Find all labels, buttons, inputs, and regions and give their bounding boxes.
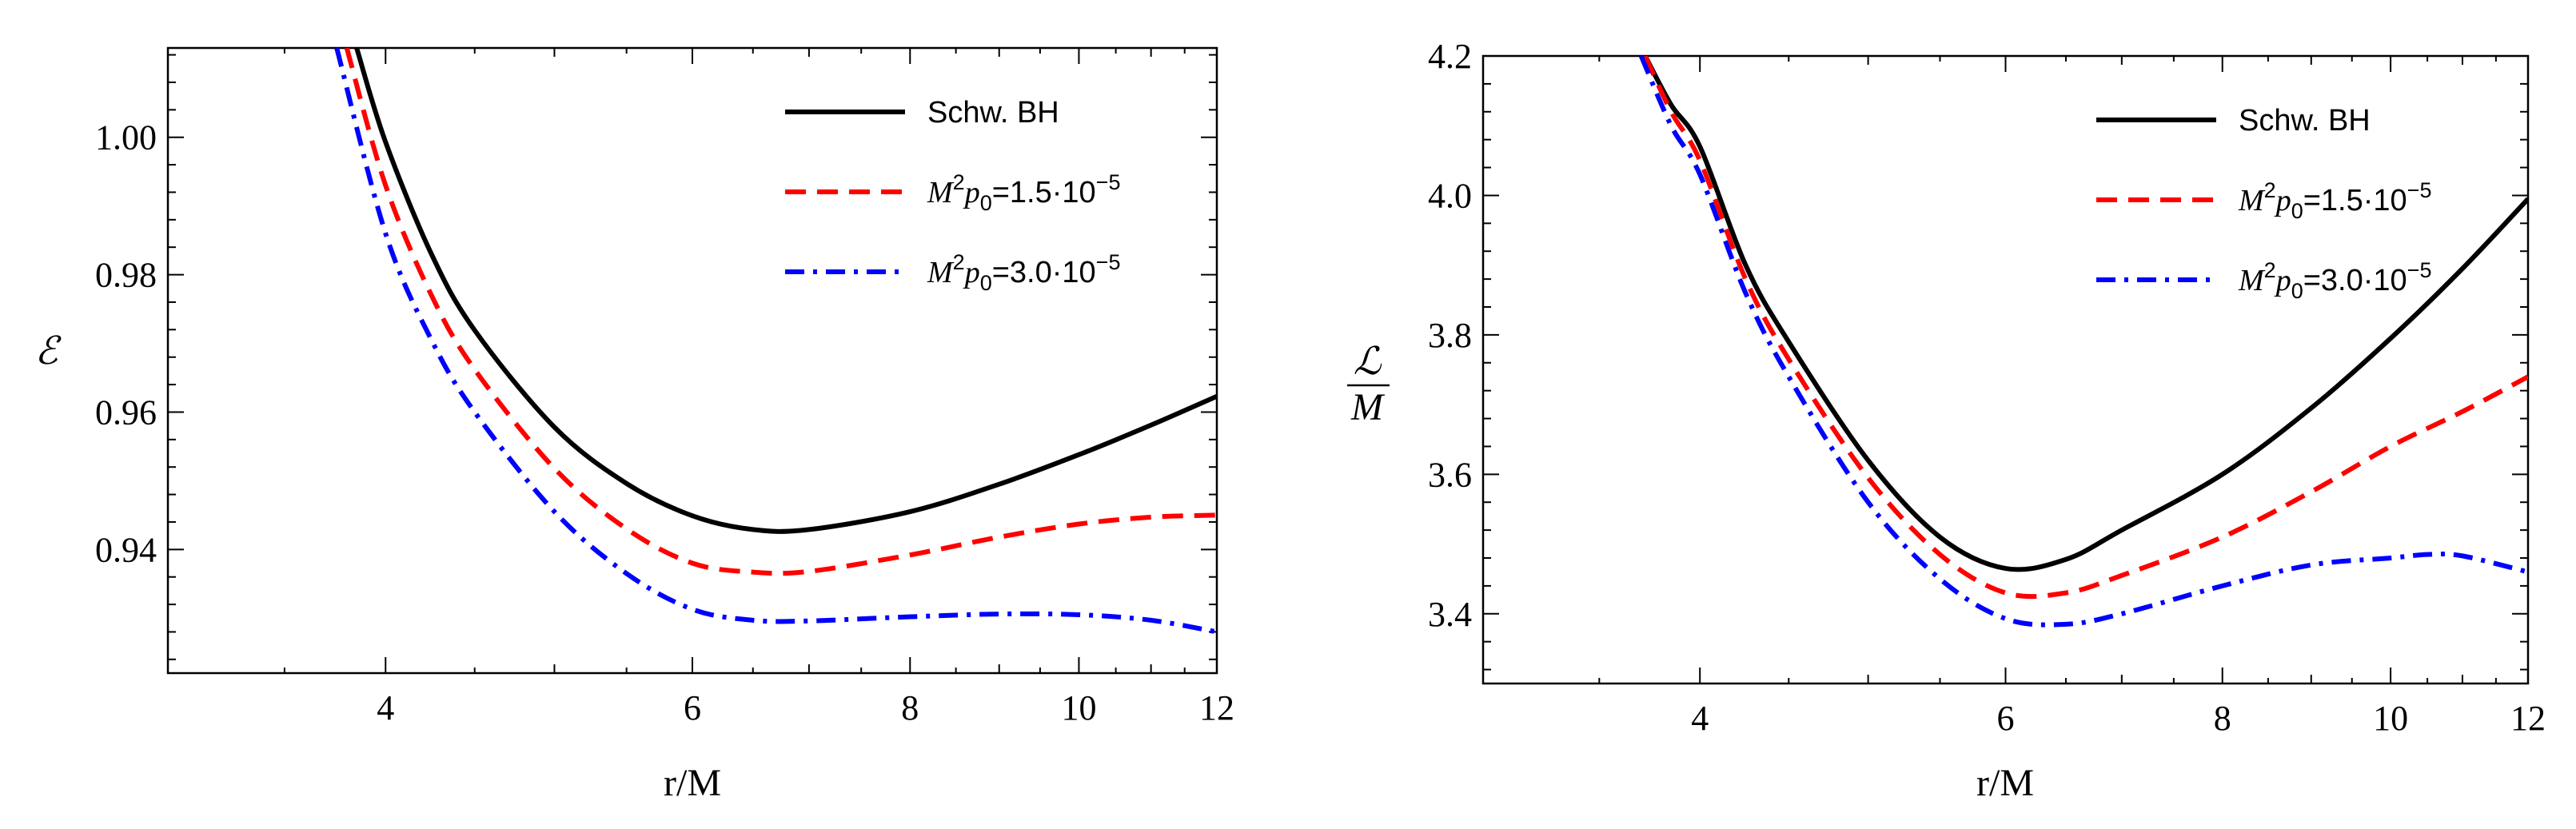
angular-momentum-legend: Schw. BH M2p0=1.5·10−5 M2p0=3.0·10−5 xyxy=(2096,104,2431,303)
y-tick-label: 3.4 xyxy=(1428,595,1472,634)
legend-label-label2: M2p0=1.5·10−5 xyxy=(927,170,1120,215)
series-line-p0-3-0e-5 xyxy=(334,48,1217,635)
angular-momentum-curves xyxy=(1638,56,2528,628)
x-tick-label: 6 xyxy=(684,688,701,727)
energy-ticks: 4 6 8 10 12 0.94 0.96 0.98 1.00 xyxy=(95,48,1234,727)
energy-y-axis-title: ℰ xyxy=(34,330,62,373)
angular-momentum-y-axis-denominator: M xyxy=(1350,386,1386,428)
x-tick-label: 10 xyxy=(2373,699,2408,738)
legend-label-label3: M2p0=3.0·10−5 xyxy=(2238,258,2431,303)
energy-curves xyxy=(334,48,1217,635)
angular-momentum-panel: 4 6 8 10 12 3.4 3.6 3.8 4.0 4.2 r/M ℒ M Schw. BH M… xyxy=(1347,37,2546,804)
x-tick-label: 10 xyxy=(1061,688,1096,727)
y-tick-label: 1.00 xyxy=(95,118,157,157)
legend-label-schw-bh: Schw. BH xyxy=(927,96,1059,130)
x-tick-label: 6 xyxy=(1997,699,2015,738)
energy-legend: Schw. BH M2p0=1.5·10−5 M2p0=3.0·10−5 xyxy=(785,96,1120,295)
y-tick-label: 3.8 xyxy=(1428,316,1472,355)
legend-label-label2: M2p0=1.5·10−5 xyxy=(2238,178,2431,223)
x-tick-label: 4 xyxy=(377,688,394,727)
x-tick-label: 8 xyxy=(2214,699,2231,738)
energy-x-axis-title: r/M xyxy=(664,762,721,804)
x-tick-label: 8 xyxy=(901,688,919,727)
series-line-p0-1-5e-5 xyxy=(1643,56,2528,600)
energy-panel: 4 6 8 10 12 0.94 0.96 0.98 1.00 r/M ℰ Schw. BH M2… xyxy=(34,46,1234,804)
x-tick-label: 12 xyxy=(1199,688,1234,727)
y-tick-label: 0.94 xyxy=(95,530,157,569)
angular-momentum-x-axis-title: r/M xyxy=(1976,762,2034,804)
series-line-p0-3-0e-5 xyxy=(1638,56,2528,628)
series-line-schw-bh xyxy=(354,48,1217,534)
y-tick-label: 4.0 xyxy=(1428,176,1472,215)
legend-label-schw-bh: Schw. BH xyxy=(2239,104,2371,138)
angular-momentum-ticks: 4 6 8 10 12 3.4 3.6 3.8 4.0 4.2 xyxy=(1428,37,2546,738)
y-tick-label: 3.6 xyxy=(1428,455,1472,494)
angular-momentum-y-axis-numerator: ℒ xyxy=(1354,341,1382,383)
series-line-p0-1-5e-5 xyxy=(344,48,1217,576)
x-tick-label: 4 xyxy=(1691,699,1709,738)
y-tick-label: 4.2 xyxy=(1428,37,1472,76)
series-line-schw-bh xyxy=(1643,56,2528,572)
energy-plot-frame xyxy=(166,46,1218,675)
angular-momentum-plot-frame xyxy=(1481,54,2530,685)
y-tick-label: 0.98 xyxy=(95,256,157,295)
x-tick-label: 12 xyxy=(2510,699,2546,738)
y-tick-label: 0.96 xyxy=(95,393,157,432)
legend-label-label3: M2p0=3.0·10−5 xyxy=(927,250,1120,295)
